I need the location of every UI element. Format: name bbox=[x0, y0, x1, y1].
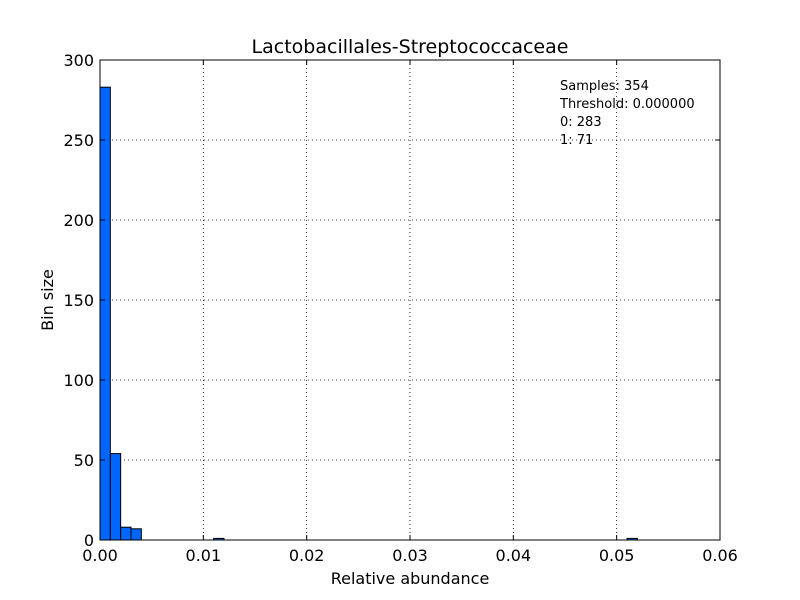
annotation-count-zero: 0: 283 bbox=[560, 115, 602, 130]
y-tick-label: 0 bbox=[84, 531, 94, 550]
y-tick-label: 50 bbox=[74, 451, 94, 470]
annotation-samples: Samples: 354 bbox=[560, 79, 649, 94]
x-tick-label: 0.02 bbox=[289, 546, 325, 565]
x-tick-label: 0.05 bbox=[599, 546, 635, 565]
y-axis-label: Bin size bbox=[38, 269, 57, 331]
x-tick-labels: 0.00 0.01 0.02 0.03 0.04 0.05 0.06 bbox=[82, 546, 738, 565]
y-tick-label: 250 bbox=[63, 131, 94, 150]
x-tick-label: 0.06 bbox=[702, 546, 738, 565]
x-axis-label: Relative abundance bbox=[331, 569, 490, 588]
x-tick-label: 0.03 bbox=[392, 546, 428, 565]
y-tick-label: 150 bbox=[63, 291, 94, 310]
grid-lines bbox=[99, 59, 721, 541]
histogram-bar bbox=[120, 526, 132, 541]
histogram-bar bbox=[130, 528, 142, 541]
axis-ticks bbox=[99, 59, 721, 541]
x-tick-label: 0.04 bbox=[496, 546, 532, 565]
y-tick-label: 200 bbox=[63, 211, 94, 230]
annotation-threshold: Threshold: 0.000000 bbox=[559, 97, 695, 112]
x-tick-label: 0.01 bbox=[186, 546, 222, 565]
chart-title: Lactobacillales-Streptococcaceae bbox=[252, 36, 569, 58]
y-tick-label: 300 bbox=[63, 51, 94, 70]
y-tick-label: 100 bbox=[63, 371, 94, 390]
annotation-count-one: 1: 71 bbox=[560, 133, 593, 148]
histogram-bars bbox=[99, 86, 638, 541]
histogram-bar bbox=[109, 453, 122, 541]
y-tick-labels: 0 50 100 150 200 250 300 bbox=[63, 51, 94, 550]
histogram-bar bbox=[99, 86, 111, 541]
x-tick-label: 0.00 bbox=[82, 546, 118, 565]
